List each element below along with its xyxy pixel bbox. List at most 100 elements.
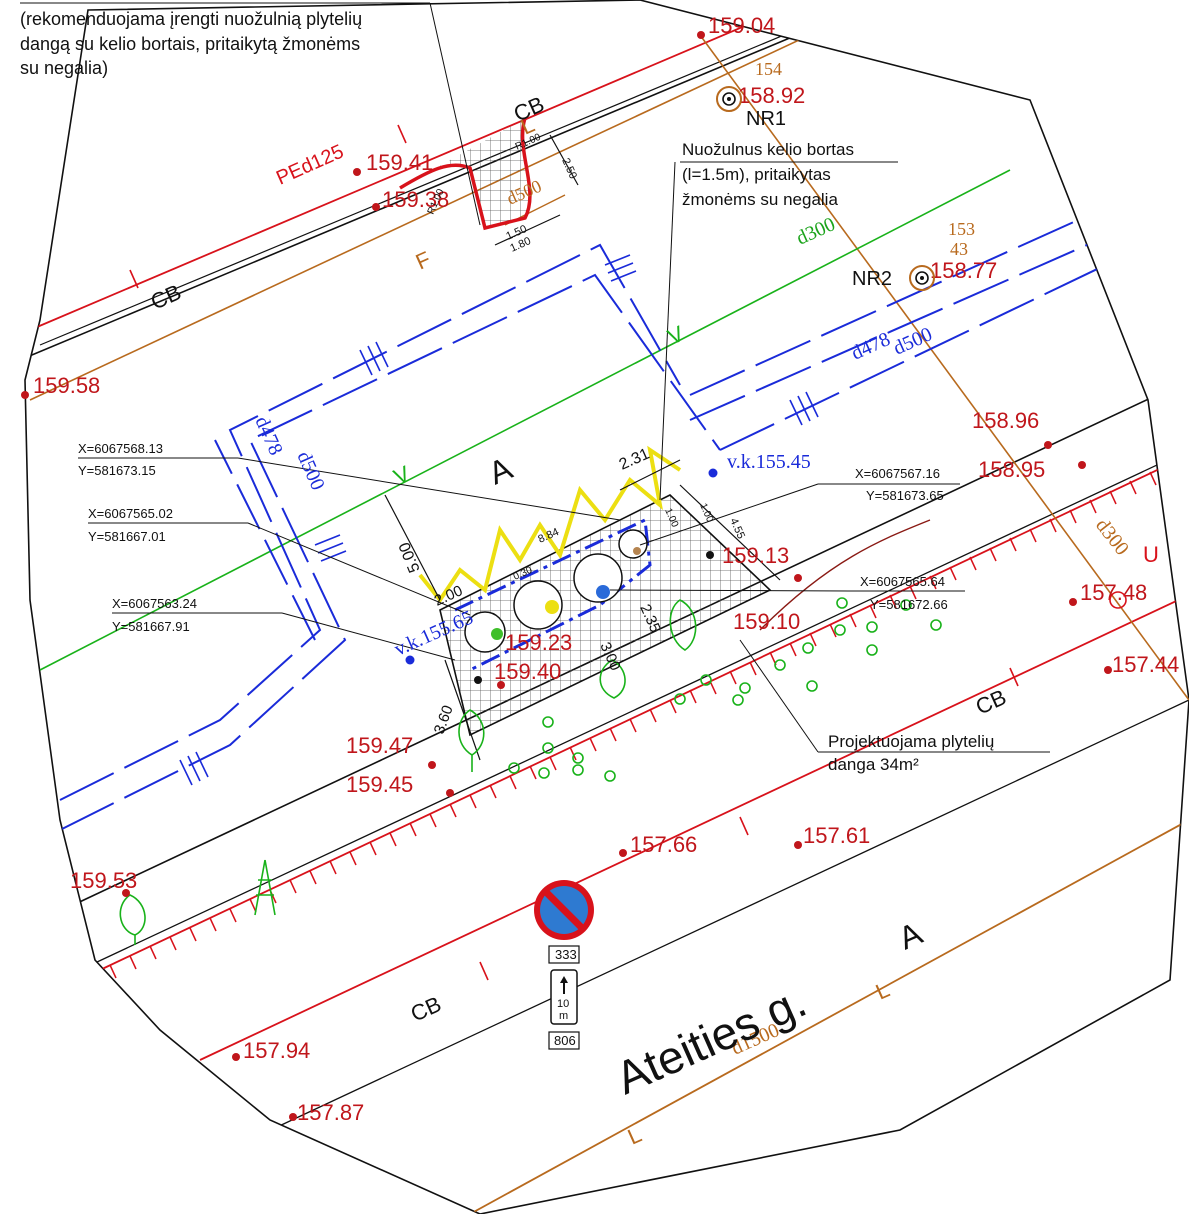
svg-text:2.31: 2.31 xyxy=(617,445,652,473)
svg-text:806: 806 xyxy=(554,1033,576,1048)
pipe-label: d478 xyxy=(848,328,893,364)
svg-text:157.94: 157.94 xyxy=(243,1038,310,1063)
svg-text:Y=581673.15: Y=581673.15 xyxy=(78,463,156,478)
svg-text:2.50: 2.50 xyxy=(559,156,579,180)
svg-text:333: 333 xyxy=(555,947,577,962)
svg-text:U: U xyxy=(1143,542,1159,567)
svg-text:X=6067567.16: X=6067567.16 xyxy=(855,466,940,481)
well-nr2: NR2 153 43 xyxy=(852,219,975,291)
svg-text:X=6067568.13: X=6067568.13 xyxy=(78,441,163,456)
svg-text:Nuožulnus kelio bortas: Nuožulnus kelio bortas xyxy=(682,140,854,159)
svg-text:CB: CB xyxy=(407,991,445,1026)
svg-text:153: 153 xyxy=(948,219,975,239)
svg-text:Y=581667.91: Y=581667.91 xyxy=(112,619,190,634)
power-cable-line xyxy=(199,594,1189,1061)
svg-text:159.53: 159.53 xyxy=(70,868,137,893)
svg-text:NR2: NR2 xyxy=(852,268,892,290)
svg-text:A: A xyxy=(483,450,518,492)
svg-text:X=6067565.02: X=6067565.02 xyxy=(88,506,173,521)
svg-text:L: L xyxy=(872,977,893,1005)
svg-text:dangą su kelio bortais, pritai: dangą su kelio bortais, pritaikytą žmonė… xyxy=(20,34,360,54)
svg-text:158.77: 158.77 xyxy=(930,258,997,283)
svg-text:1.00: 1.00 xyxy=(697,502,715,525)
svg-text:159.40: 159.40 xyxy=(494,659,561,684)
elevation-labels: 159.04 158.92 159.41 159.38 158.77 159.5… xyxy=(33,13,1179,1125)
svg-text:danga 34m²: danga 34m² xyxy=(828,755,919,774)
svg-text:158.92: 158.92 xyxy=(738,83,805,108)
pipe-label: d300 xyxy=(1091,515,1133,560)
svg-text:CB: CB xyxy=(972,684,1010,719)
svg-text:Y=581667.01: Y=581667.01 xyxy=(88,529,166,544)
svg-text:159.13: 159.13 xyxy=(722,543,789,568)
container-yellow xyxy=(545,600,559,614)
paving-area xyxy=(439,494,772,737)
svg-text:5.00: 5.00 xyxy=(396,540,423,575)
gas-pipe-line xyxy=(469,819,1189,1214)
water-pipe-line xyxy=(39,169,1011,671)
svg-text:X=6067565.64: X=6067565.64 xyxy=(860,574,945,589)
svg-text:158.96: 158.96 xyxy=(972,408,1039,433)
red-curve xyxy=(759,519,931,631)
svg-text:154: 154 xyxy=(755,59,782,79)
svg-text:159.41: 159.41 xyxy=(366,150,433,175)
svg-text:159.58: 159.58 xyxy=(33,373,100,398)
svg-text:Projektuojama plytelių: Projektuojama plytelių xyxy=(828,732,994,751)
svg-text:m: m xyxy=(559,1010,568,1022)
svg-text:(rekomenduojama įrengti nuožul: (rekomenduojama įrengti nuožulnią plytel… xyxy=(20,9,362,29)
svg-text:X=6067563.24: X=6067563.24 xyxy=(112,596,197,611)
note-curb: Nuožulnus kelio bortas (l=1.5m), pritaik… xyxy=(682,140,854,209)
road-edge-line xyxy=(79,449,1189,971)
svg-text:Y=581672.66: Y=581672.66 xyxy=(870,597,948,612)
svg-text:158.95: 158.95 xyxy=(978,457,1045,482)
container-blue xyxy=(596,585,610,599)
container-brown xyxy=(633,547,641,555)
svg-text:NR1: NR1 xyxy=(746,108,786,130)
yellow-zigzag xyxy=(418,445,682,604)
curb-hatch xyxy=(109,471,1157,979)
svg-text:159.45: 159.45 xyxy=(346,772,413,797)
sewer-line xyxy=(699,34,1189,701)
well-nr1: NR1 154 xyxy=(716,59,786,130)
svg-text:10: 10 xyxy=(557,998,569,1010)
svg-text:Y=581673.65: Y=581673.65 xyxy=(866,488,944,503)
no-parking-sign xyxy=(534,880,594,940)
svg-text:Ateities g.: Ateities g. xyxy=(608,974,814,1104)
note-recommendation: (rekomenduojama įrengti nuožulnią plytel… xyxy=(20,9,362,78)
svg-text:V: V xyxy=(390,461,414,490)
vegetation xyxy=(119,597,942,945)
svg-text:43: 43 xyxy=(950,239,968,259)
svg-text:4.55: 4.55 xyxy=(727,516,747,540)
svg-text:A: A xyxy=(893,915,928,957)
svg-text:CB: CB xyxy=(147,279,185,314)
coordinate-labels: X=6067568.13 Y=581673.15 X=6067565.02 Y=… xyxy=(78,441,948,634)
well-marker xyxy=(1109,591,1127,609)
svg-text:su negalia): su negalia) xyxy=(20,58,108,78)
road-edge-line xyxy=(259,699,1189,1136)
ramp-outline xyxy=(399,117,532,231)
svg-text:L: L xyxy=(624,1122,645,1150)
svg-text:V: V xyxy=(664,321,688,350)
road-edge-line xyxy=(39,0,1061,346)
pipe-label: d500 xyxy=(292,448,328,493)
svg-text:159.10: 159.10 xyxy=(733,609,800,634)
svg-text:157.61: 157.61 xyxy=(803,823,870,848)
svg-text:157.87: 157.87 xyxy=(297,1100,364,1125)
svg-text:159.47: 159.47 xyxy=(346,733,413,758)
power-cable-line xyxy=(99,454,1189,971)
elevation-points xyxy=(21,31,1112,1121)
pipe-label: d300 xyxy=(793,213,838,249)
storm-sewer-lines xyxy=(59,169,1189,831)
svg-text:3.60: 3.60 xyxy=(431,703,457,736)
pipe-label: PEd125 xyxy=(273,141,347,190)
svg-text:159.23: 159.23 xyxy=(505,630,572,655)
water-well-label: v.k.155.45 xyxy=(727,451,811,473)
svg-text:157.66: 157.66 xyxy=(630,832,697,857)
svg-text:F: F xyxy=(412,246,434,274)
svg-text:159.04: 159.04 xyxy=(708,13,775,38)
note-paving: Projektuojama plytelių danga 34m² xyxy=(828,732,994,774)
svg-text:157.44: 157.44 xyxy=(1112,652,1179,677)
svg-text:(l=1.5m), pritaikytas: (l=1.5m), pritaikytas xyxy=(682,165,831,184)
container-green xyxy=(491,628,503,640)
map-boundary xyxy=(24,0,1189,1214)
